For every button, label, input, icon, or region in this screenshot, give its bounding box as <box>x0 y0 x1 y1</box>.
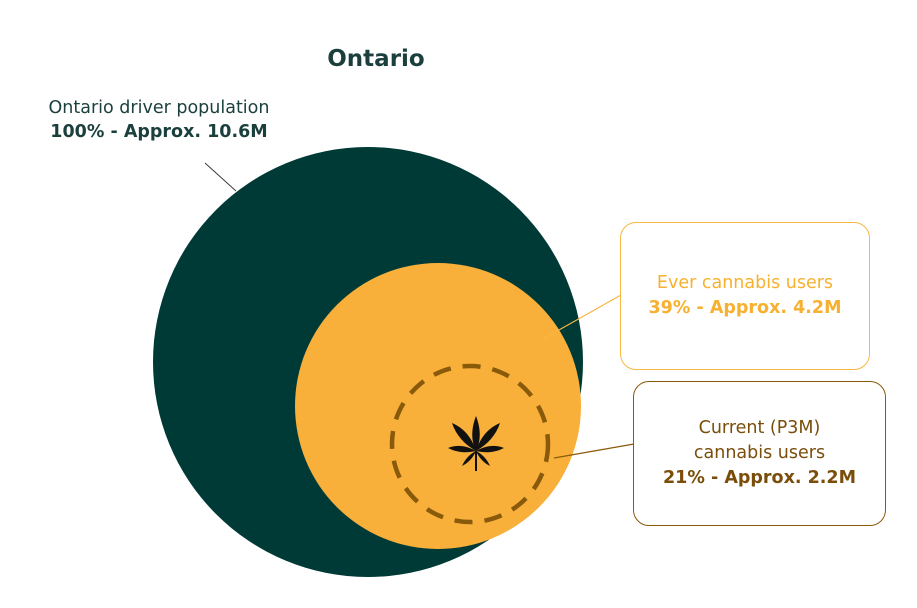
current-users-callout: Current (P3M) cannabis users 21% - Appro… <box>633 381 886 526</box>
population-label-text: Ontario driver population <box>48 98 270 118</box>
population-stat: 100% - Approx. 10.6M <box>50 122 268 142</box>
cannabis-leaf-icon <box>448 416 504 471</box>
current-users-leader-line <box>553 443 635 459</box>
current-users-ring <box>389 363 551 525</box>
current-users-stat: 21% - Approx. 2.2M <box>662 468 857 488</box>
ever-users-leader-line <box>542 294 622 340</box>
ever-users-circle <box>295 263 581 549</box>
population-leader-line <box>204 162 237 192</box>
ever-users-stat: 39% - Approx. 4.2M <box>648 298 842 318</box>
population-label: Ontario driver population 100% - Approx.… <box>49 96 270 144</box>
page-title: Ontario <box>327 46 425 72</box>
ever-users-callout: Ever cannabis users 39% - Approx. 4.2M <box>620 222 870 370</box>
ever-users-label: Ever cannabis users <box>656 273 834 293</box>
current-users-label-line1: Current (P3M) <box>698 418 821 438</box>
current-users-label-line2: cannabis users <box>693 443 826 463</box>
